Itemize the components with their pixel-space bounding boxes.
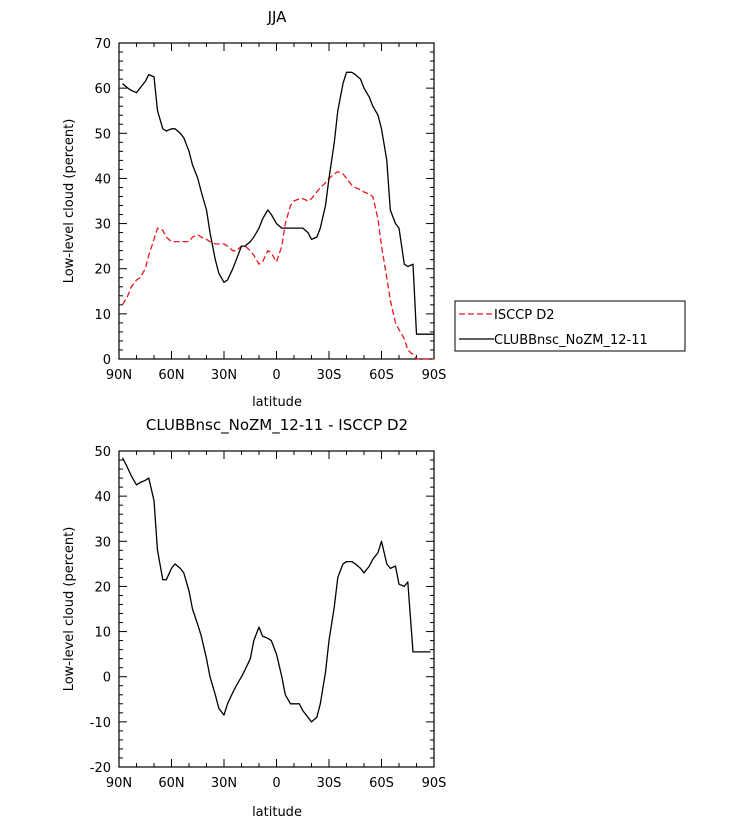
bottom-y-tick-label: 40 xyxy=(94,490,111,505)
top-y-tick-label: 70 xyxy=(94,37,111,52)
bottom-panel: CLUBBnsc_NoZM_12-11 - ISCCP D2 90N 60N 30N… xyxy=(62,416,446,820)
top-x-axis-label: latitude xyxy=(252,395,302,410)
bottom-x-tick-label: 60S xyxy=(369,776,394,791)
top-y-tick-label: 0 xyxy=(103,353,111,368)
bottom-x-tick-label: 90N xyxy=(106,776,132,791)
top-tick-marks xyxy=(118,42,435,360)
top-x-tick-label: 90N xyxy=(106,368,132,383)
top-y-tick-label: 40 xyxy=(94,172,111,187)
top-panel: JJA 90N 60N 30N 0 30S 60S 90S 010203040506070 … xyxy=(62,8,446,410)
legend: ISCCP D2 CLUBBnsc_NoZM_12-11 xyxy=(454,300,686,352)
top-x-tick-label: 30N xyxy=(211,368,237,383)
bottom-series-line-0 xyxy=(121,457,431,723)
top-x-tick-label: 0 xyxy=(272,368,280,383)
bottom-series-lines xyxy=(121,457,431,723)
bottom-y-tick-label: 30 xyxy=(94,535,111,550)
bottom-x-tick-label: 60N xyxy=(158,776,184,791)
top-y-tick-label: 60 xyxy=(94,82,111,97)
top-x-tick-label: 60N xyxy=(158,368,184,383)
bottom-x-tick-label: 30N xyxy=(211,776,237,791)
bottom-x-tick-label: 30S xyxy=(317,776,342,791)
legend-label-isccp: ISCCP D2 xyxy=(494,308,555,323)
top-y-tick-labels: 0 10 20 30 40 50 60 70 xyxy=(94,37,111,368)
top-x-tick-label: 30S xyxy=(317,368,342,383)
bottom-x-tick-label: 90S xyxy=(422,776,447,791)
top-y-tick-label: 50 xyxy=(94,127,111,142)
top-y-tick-label: 20 xyxy=(94,263,111,278)
top-chart-title: JJA xyxy=(267,8,288,26)
bottom-y-axis-label: Low-level cloud (percent) xyxy=(62,527,77,692)
top-y-axis-label: Low-level cloud (percent) xyxy=(62,119,77,284)
bottom-y-tick-label: -20 xyxy=(90,761,111,776)
bottom-x-axis-label: latitude xyxy=(252,805,302,820)
top-series-line-0 xyxy=(121,171,434,360)
top-series-line-1 xyxy=(122,71,434,335)
bottom-chart-title: CLUBBnsc_NoZM_12-11 - ISCCP D2 xyxy=(146,416,408,435)
bottom-y-tick-label: -10 xyxy=(90,716,111,731)
top-y-tick-label: 30 xyxy=(94,218,111,233)
top-x-tick-label: 60S xyxy=(369,368,394,383)
top-y-tick-label: 10 xyxy=(94,308,111,323)
top-series-lines xyxy=(121,71,434,360)
top-plot-frame xyxy=(118,42,435,360)
bottom-plot-frame xyxy=(118,450,435,768)
legend-box xyxy=(454,300,686,352)
legend-label-clubb: CLUBBnsc_NoZM_12-11 xyxy=(494,333,648,348)
bottom-y-tick-label: 20 xyxy=(94,580,111,595)
top-x-tick-labels: 90N 60N 30N 0 30S 60S 90S xyxy=(106,368,447,383)
bottom-y-tick-label: 50 xyxy=(94,445,111,460)
bottom-x-tick-label: 0 xyxy=(272,776,280,791)
bottom-y-tick-label: 0 xyxy=(103,671,111,686)
top-x-tick-label: 90S xyxy=(422,368,447,383)
bottom-y-tick-labels: -20 -10 0 10 20 30 40 50 xyxy=(90,445,111,776)
bottom-y-tick-label: 10 xyxy=(94,626,111,641)
bottom-x-tick-labels: 90N 60N 30N 0 30S 60S 90S xyxy=(106,776,447,791)
bottom-tick-marks xyxy=(118,450,435,768)
